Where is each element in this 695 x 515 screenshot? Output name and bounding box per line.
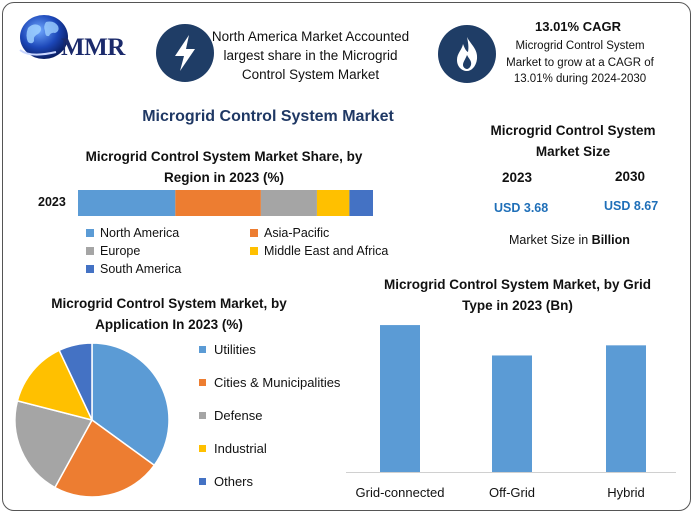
legend-label: Asia-Pacific [264,226,330,240]
legend-utilities: Utilities [199,339,369,359]
region-chart-category-label: 2023 [38,195,66,209]
pie-slice-utilities [91,342,170,467]
legend-label: Industrial [214,440,267,456]
box2-icon-circle [438,25,496,83]
lightning-bolt-icon [175,35,195,71]
market-size-note: Market Size in Billion [509,233,630,247]
legend-others: Others [199,471,369,491]
cagr-text: Microgrid Control System Market to grow … [506,40,654,85]
application-pie-chart [14,342,170,498]
market-size-note-prefix: Market Size in [509,233,592,247]
box1-icon-circle [156,24,214,82]
cagr-title: 13.01% CAGR [535,19,621,34]
legend-swatch [199,378,206,386]
region-chart-title: Microgrid Control System Market Share, b… [85,149,363,185]
legend-industrial: Industrial [199,438,369,458]
region-highlight-text: North America Market Accounted largest s… [211,29,410,82]
x-tick-label: Grid-connected [356,485,445,500]
legend-swatch [86,247,94,255]
region-legend: North America Asia-Pacific Europe Middle… [86,226,406,282]
legend-label: South America [100,262,182,276]
legend-label: Others [214,473,254,489]
grid-type-chart-title: Microgrid Control System Market, by Grid… [383,277,652,313]
legend-swatch [86,265,94,273]
legend-label: Defense [214,407,263,423]
pie-slice-defense [14,399,94,489]
globe-icon [19,15,68,59]
flame-icon [457,37,478,71]
grid-type-bar-chart: Grid-connected Off-Grid Hybrid [346,325,676,500]
region-stacked-bar-chart [78,190,373,216]
application-legend: Utilities Cities & Municipalities Defens… [199,339,369,491]
x-tick-label: Hybrid [607,485,645,500]
region-bar-segment-south-america [349,190,373,216]
logo: MMR [14,10,139,64]
pie-slice-others [58,342,93,421]
main-title: Microgrid Control System Market [142,108,394,125]
legend-swatch [86,229,94,237]
legend-swatch [199,411,206,419]
pie-slice-cities-municipalities [53,418,156,498]
legend-south-america: South America [86,262,181,276]
legend-north-america: North America [86,226,179,240]
legend-label: North America [100,226,180,240]
legend-swatch [250,229,258,237]
region-bar-segment-north-america [78,190,176,216]
pie-slice-industrial [16,349,94,422]
legend-swatch [199,477,206,485]
year-2023-label: 2023 [502,170,533,185]
region-bar-segment-middle-east-and-africa [316,190,350,216]
bar-off-grid [492,355,532,472]
legend-defense: Defense [199,405,369,425]
legend-swatch [199,345,206,353]
year-2030-label: 2030 [615,169,646,184]
legend-asia-pacific: Asia-Pacific [250,226,329,240]
x-tick-label: Off-Grid [489,485,535,500]
infographic-frame [2,2,691,511]
legend-europe: Europe [86,244,140,258]
market-size-note-unit: Billion [591,233,630,247]
application-chart-title: Microgrid Control System Market, by Appl… [51,296,287,332]
legend-swatch [199,444,206,452]
value-2023: USD 3.68 [494,201,549,215]
market-size-title: Microgrid Control System Market Size [490,123,656,159]
region-bar-segment-asia-pacific [175,190,261,216]
logo-text: MMR [61,34,125,61]
bar-grid-connected [380,325,420,472]
value-2030: USD 8.67 [604,199,659,213]
legend-label: Utilities [214,341,256,357]
region-bar-segment-europe [260,190,317,216]
legend-label: Europe [100,244,141,258]
legend-label: Middle East and Africa [264,244,389,258]
legend-label: Cities & Municipalities [214,374,341,390]
bar-hybrid [606,345,646,472]
legend-cities-municipalities: Cities & Municipalities [199,372,369,392]
legend-middle-east-africa: Middle East and Africa [250,244,388,258]
legend-swatch [250,247,258,255]
